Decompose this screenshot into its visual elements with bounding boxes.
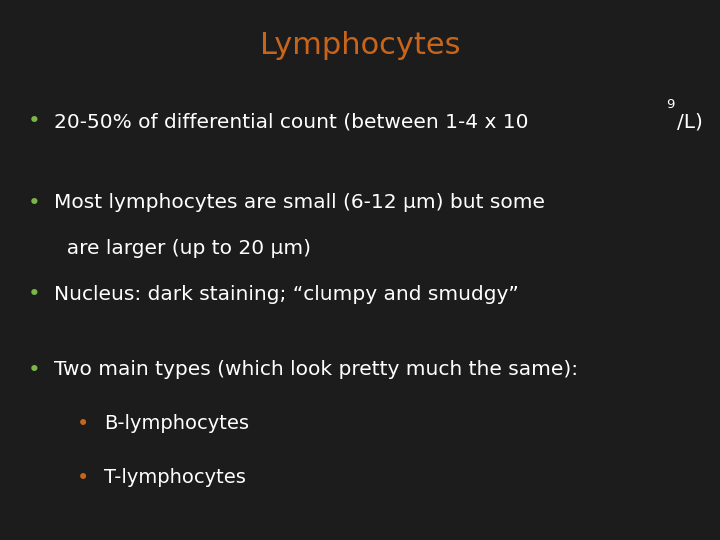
- Text: •: •: [76, 468, 89, 488]
- Text: •: •: [28, 284, 41, 305]
- Text: /L): /L): [677, 112, 703, 131]
- Text: 9: 9: [666, 98, 675, 111]
- Text: •: •: [28, 111, 41, 132]
- Text: Two main types (which look pretty much the same):: Two main types (which look pretty much t…: [54, 360, 578, 380]
- Text: Lymphocytes: Lymphocytes: [260, 31, 460, 60]
- Text: Nucleus: dark staining; “clumpy and smudgy”: Nucleus: dark staining; “clumpy and smud…: [54, 285, 518, 304]
- Text: T-lymphocytes: T-lymphocytes: [104, 468, 246, 488]
- Text: B-lymphocytes: B-lymphocytes: [104, 414, 249, 434]
- Text: •: •: [76, 414, 89, 434]
- Text: Most lymphocytes are small (6-12 μm) but some: Most lymphocytes are small (6-12 μm) but…: [54, 193, 545, 212]
- Text: •: •: [28, 192, 41, 213]
- Text: are larger (up to 20 μm): are larger (up to 20 μm): [54, 239, 311, 258]
- Text: •: •: [28, 360, 41, 380]
- Text: 20-50% of differential count (between 1-4 x 10: 20-50% of differential count (between 1-…: [54, 112, 528, 131]
